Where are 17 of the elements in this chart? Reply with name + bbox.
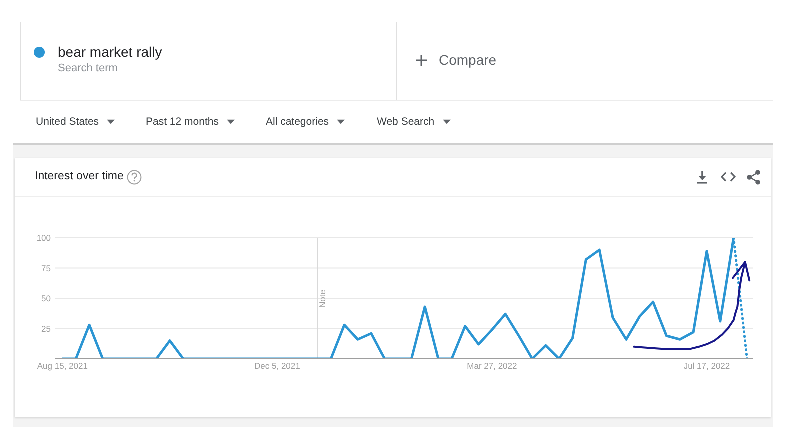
chart-title: Interest over time <box>35 170 124 182</box>
y-tick-label: 75 <box>42 263 52 274</box>
text: Search term <box>58 62 118 74</box>
legend-label: bear market rally <box>58 44 162 60</box>
x-tick-label: Dec 5, 2021 <box>254 361 301 372</box>
x-tick-label: Jul 17, 2022 <box>684 361 730 372</box>
x-tick-label: Aug 15, 2021 <box>37 361 88 372</box>
text: United States <box>36 116 100 128</box>
text: All categories <box>266 116 330 128</box>
x-tick-label: Mar 27, 2022 <box>467 361 518 372</box>
text: Past 12 months <box>146 116 219 128</box>
text: Compare <box>439 52 497 68</box>
y-tick-label: 25 <box>42 324 52 334</box>
y-tick-label: 100 <box>36 233 52 244</box>
ref-line-label: Note <box>318 290 328 308</box>
y-tick-label: 50 <box>42 294 52 304</box>
text: Web Search <box>377 116 435 128</box>
